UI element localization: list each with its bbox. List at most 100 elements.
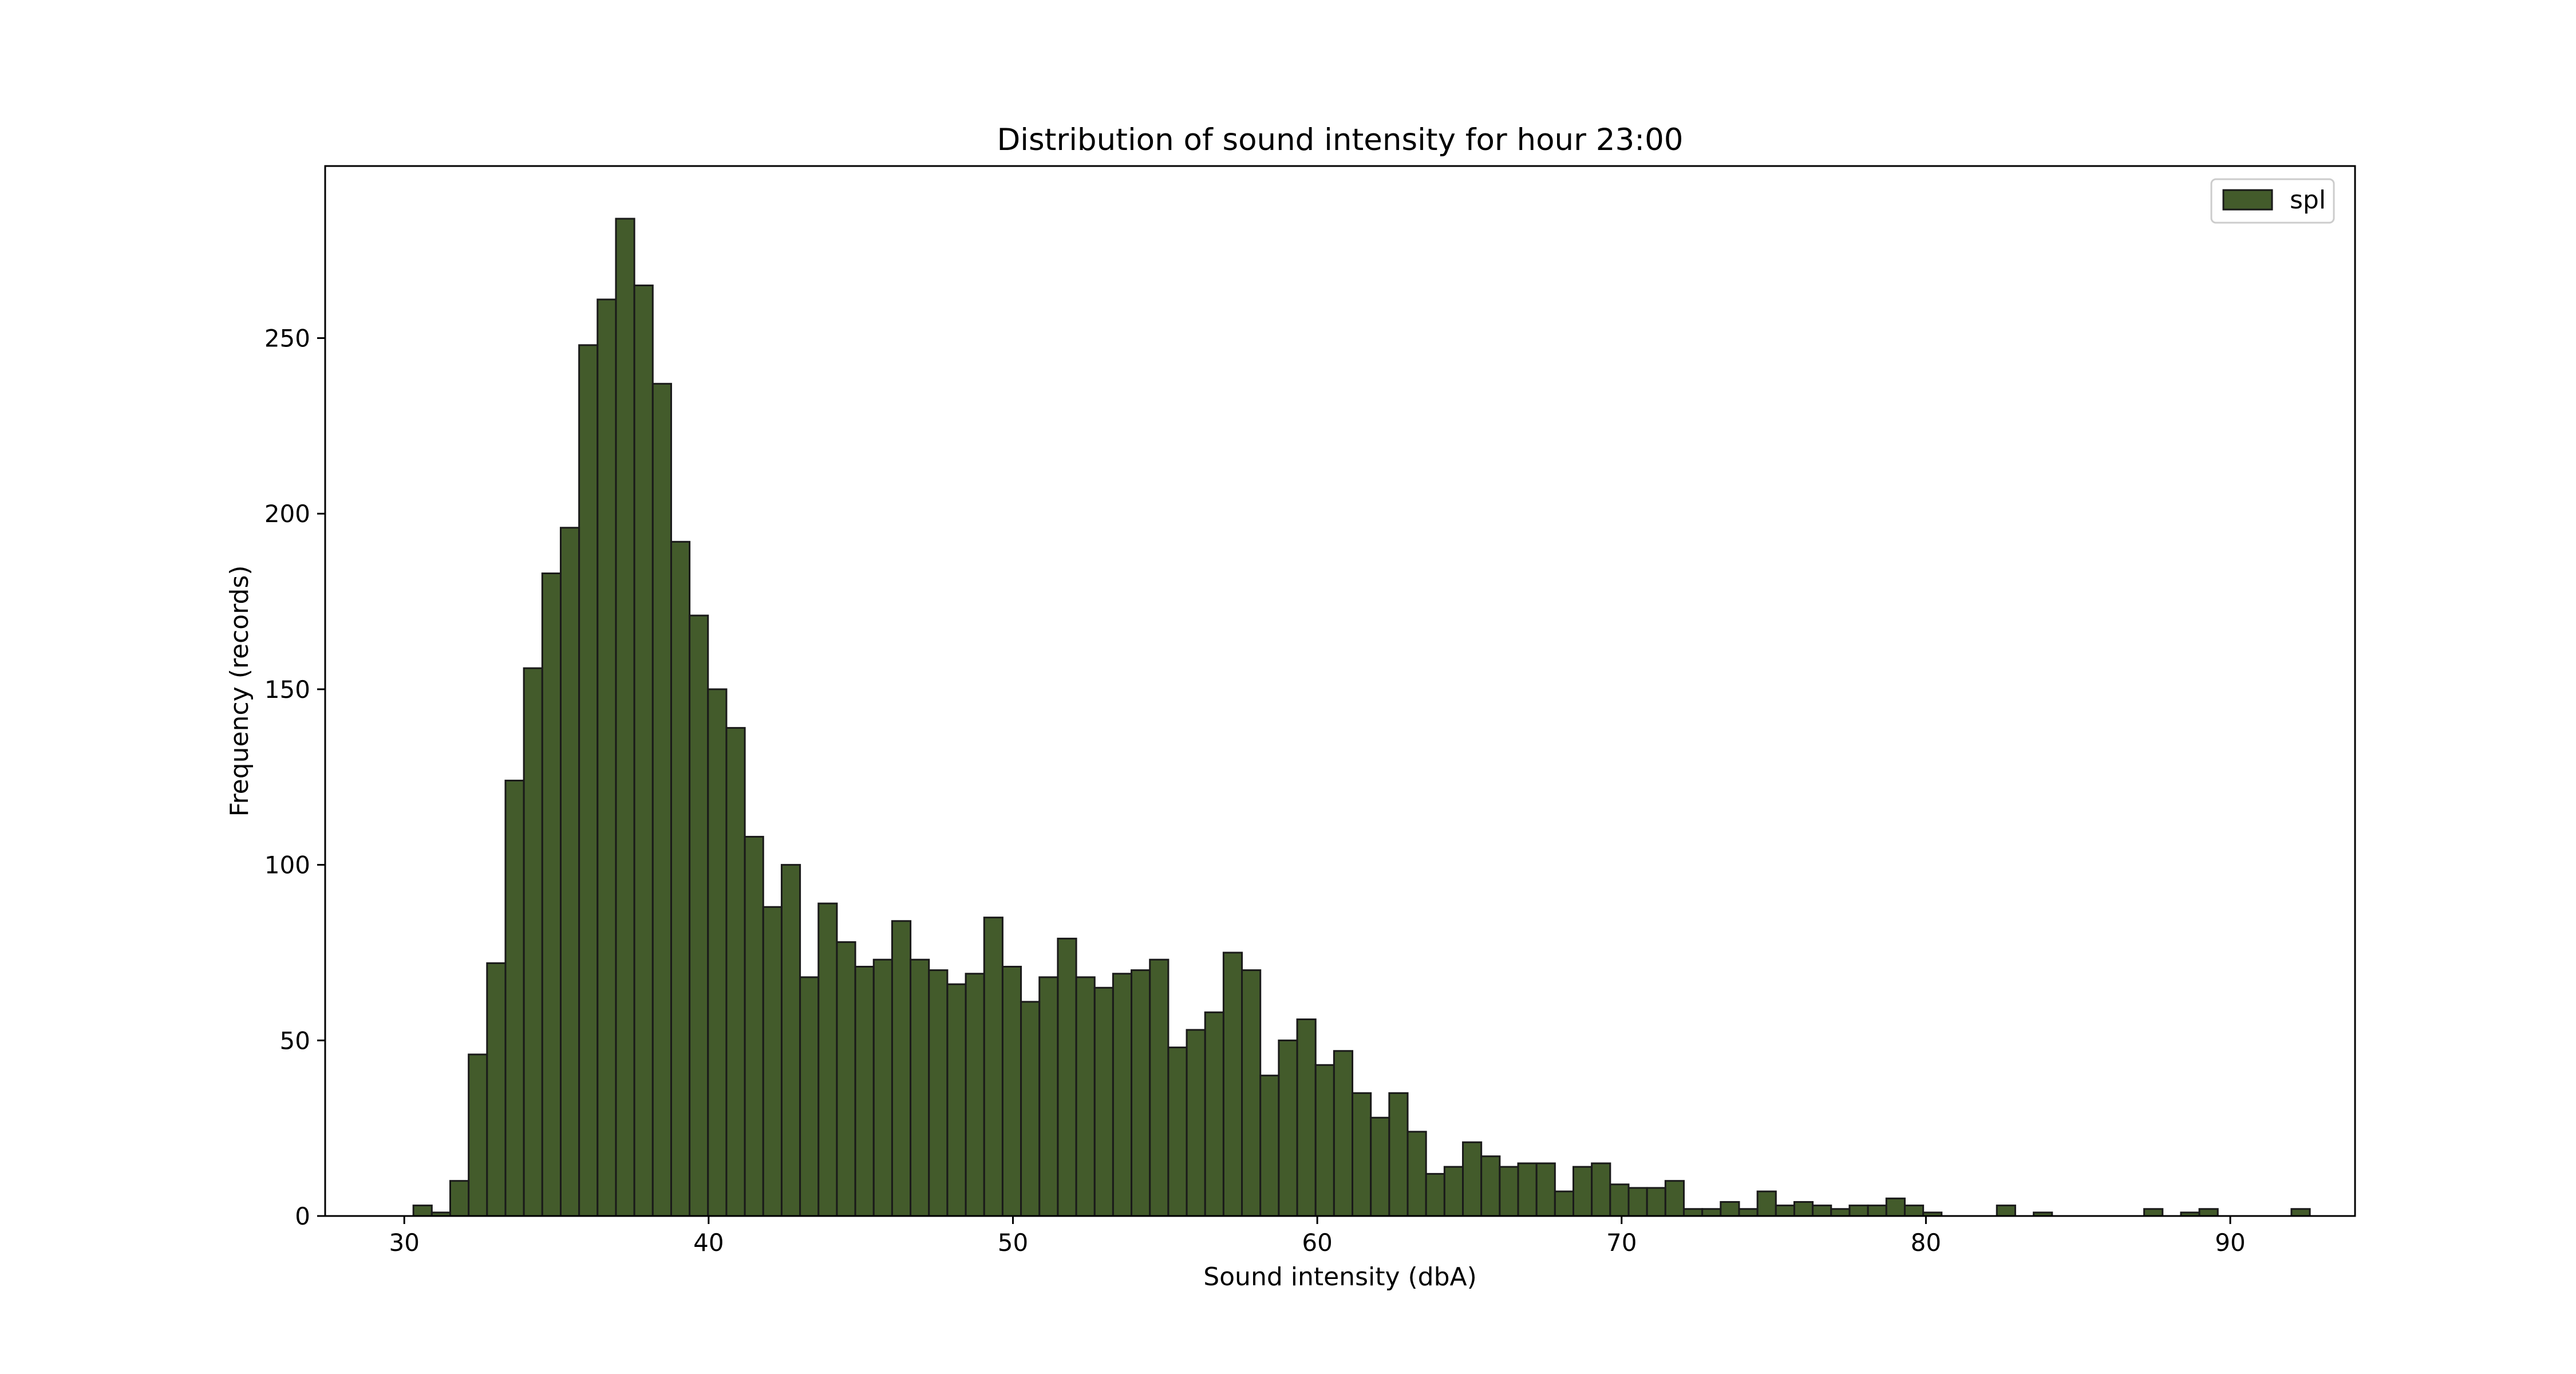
histogram-bar (1038, 976, 1059, 1217)
histogram-bar (707, 688, 728, 1217)
histogram-bar (762, 906, 783, 1217)
histogram-bar (596, 298, 617, 1217)
histogram-bar (836, 941, 856, 1217)
x-tick-label: 90 (2215, 1229, 2245, 1257)
histogram-bar (541, 572, 562, 1217)
histogram-bar (1296, 1018, 1317, 1217)
histogram-bar (615, 218, 635, 1217)
histogram-bar (1775, 1205, 1795, 1217)
histogram-bar (1867, 1205, 1887, 1217)
histogram-bar (817, 902, 838, 1217)
y-tick-label: 0 (295, 1202, 310, 1230)
histogram-bar (1112, 973, 1133, 1217)
histogram-bar (1352, 1092, 1372, 1217)
histogram-bar (1462, 1141, 1483, 1217)
bars-layer (412, 218, 2311, 1217)
histogram-bar (1535, 1162, 1556, 1217)
histogram-bar (1167, 1047, 1188, 1217)
histogram-bar (1499, 1166, 1519, 1217)
histogram-bar (633, 285, 654, 1217)
histogram-bar (468, 1053, 488, 1217)
histogram-bar (670, 540, 691, 1217)
histogram-bar (983, 917, 1003, 1217)
histogram-bar (1682, 1208, 1704, 1217)
legend-swatch (2222, 189, 2273, 211)
histogram-bar (1001, 966, 1022, 1217)
histogram-bar (1664, 1180, 1685, 1217)
histogram-bar (1591, 1162, 1611, 1217)
histogram-bar (412, 1205, 433, 1217)
histogram-bar (1848, 1205, 1869, 1217)
histogram-bar (2198, 1208, 2219, 1217)
histogram-bar (1646, 1187, 1666, 1217)
histogram-bar (1756, 1190, 1777, 1217)
histogram-bar (689, 614, 709, 1217)
histogram-bar (1241, 969, 1262, 1217)
histogram-bar (486, 962, 507, 1217)
histogram-bar (1370, 1116, 1390, 1217)
histogram-bar (2143, 1208, 2164, 1217)
chart-title: Distribution of sound intensity for hour… (997, 123, 1683, 157)
histogram-bar (1259, 1075, 1280, 1217)
x-tick-label: 60 (1302, 1229, 1332, 1257)
y-tick-label: 50 (280, 1026, 310, 1055)
histogram-bar (910, 958, 930, 1217)
plot-area-frame (324, 165, 2356, 1217)
histogram-bar (504, 779, 525, 1217)
histogram-bar (1554, 1190, 1574, 1217)
legend-label-spl: spl (2290, 185, 2326, 215)
histogram-bar (1903, 1205, 1925, 1217)
histogram-bar (1443, 1166, 1464, 1217)
histogram-bar (1131, 969, 1151, 1217)
histogram-bar (1425, 1172, 1445, 1217)
x-tick-label: 40 (693, 1229, 724, 1257)
histogram-bar (872, 958, 893, 1217)
histogram-bar (1830, 1208, 1851, 1217)
histogram-bar (1573, 1166, 1593, 1217)
histogram-bar (1186, 1029, 1206, 1217)
x-axis-label: Sound intensity (dbA) (1203, 1262, 1477, 1292)
histogram-bar (523, 667, 543, 1217)
histogram-bar (1222, 951, 1243, 1217)
histogram-bar (2290, 1208, 2311, 1217)
histogram-bar (725, 727, 746, 1217)
x-tick-label: 80 (1911, 1229, 1941, 1257)
histogram-bar (1517, 1162, 1538, 1217)
histogram-bar (1627, 1187, 1648, 1217)
histogram-bar (1314, 1064, 1335, 1217)
y-tick-label: 150 (264, 676, 310, 704)
histogram-bar (1075, 976, 1096, 1217)
histogram-bar (651, 382, 672, 1217)
histogram-bar (1793, 1201, 1814, 1217)
legend: spl (2210, 178, 2335, 224)
histogram-bar (1812, 1205, 1832, 1217)
histogram-bar (1149, 958, 1170, 1217)
y-tick-label: 100 (264, 851, 310, 879)
histogram-bar (1093, 986, 1114, 1217)
axes-layer: 30 40 50 60 70 80 90 0 50 100 150 200 250 (264, 325, 2246, 1257)
histogram-bar (928, 969, 949, 1217)
x-tick-label: 50 (998, 1229, 1028, 1257)
histogram-bar (854, 966, 875, 1217)
histogram-bar (1406, 1131, 1427, 1217)
x-tick-label: 70 (1606, 1229, 1637, 1257)
histogram-bar (1057, 937, 1077, 1217)
histogram-bar (965, 973, 985, 1217)
histogram-bar (1701, 1208, 1722, 1217)
histogram-bar (1480, 1155, 1501, 1217)
histogram-bar (1720, 1201, 1740, 1217)
y-tick-label: 200 (264, 500, 310, 528)
histogram-bar (780, 864, 801, 1217)
histogram-bar (1609, 1183, 1630, 1217)
histogram-bar (1204, 1011, 1224, 1217)
histogram-bar (578, 344, 599, 1217)
histogram-bar (1885, 1197, 1906, 1217)
histogram-bar (449, 1180, 470, 1217)
y-axis-label: Frequency (records) (225, 565, 254, 816)
histogram-bar (1278, 1039, 1298, 1217)
histogram-bar (891, 920, 912, 1217)
histogram-bar (1388, 1092, 1409, 1217)
x-tick-label: 30 (389, 1229, 419, 1257)
histogram-bar (946, 983, 967, 1217)
